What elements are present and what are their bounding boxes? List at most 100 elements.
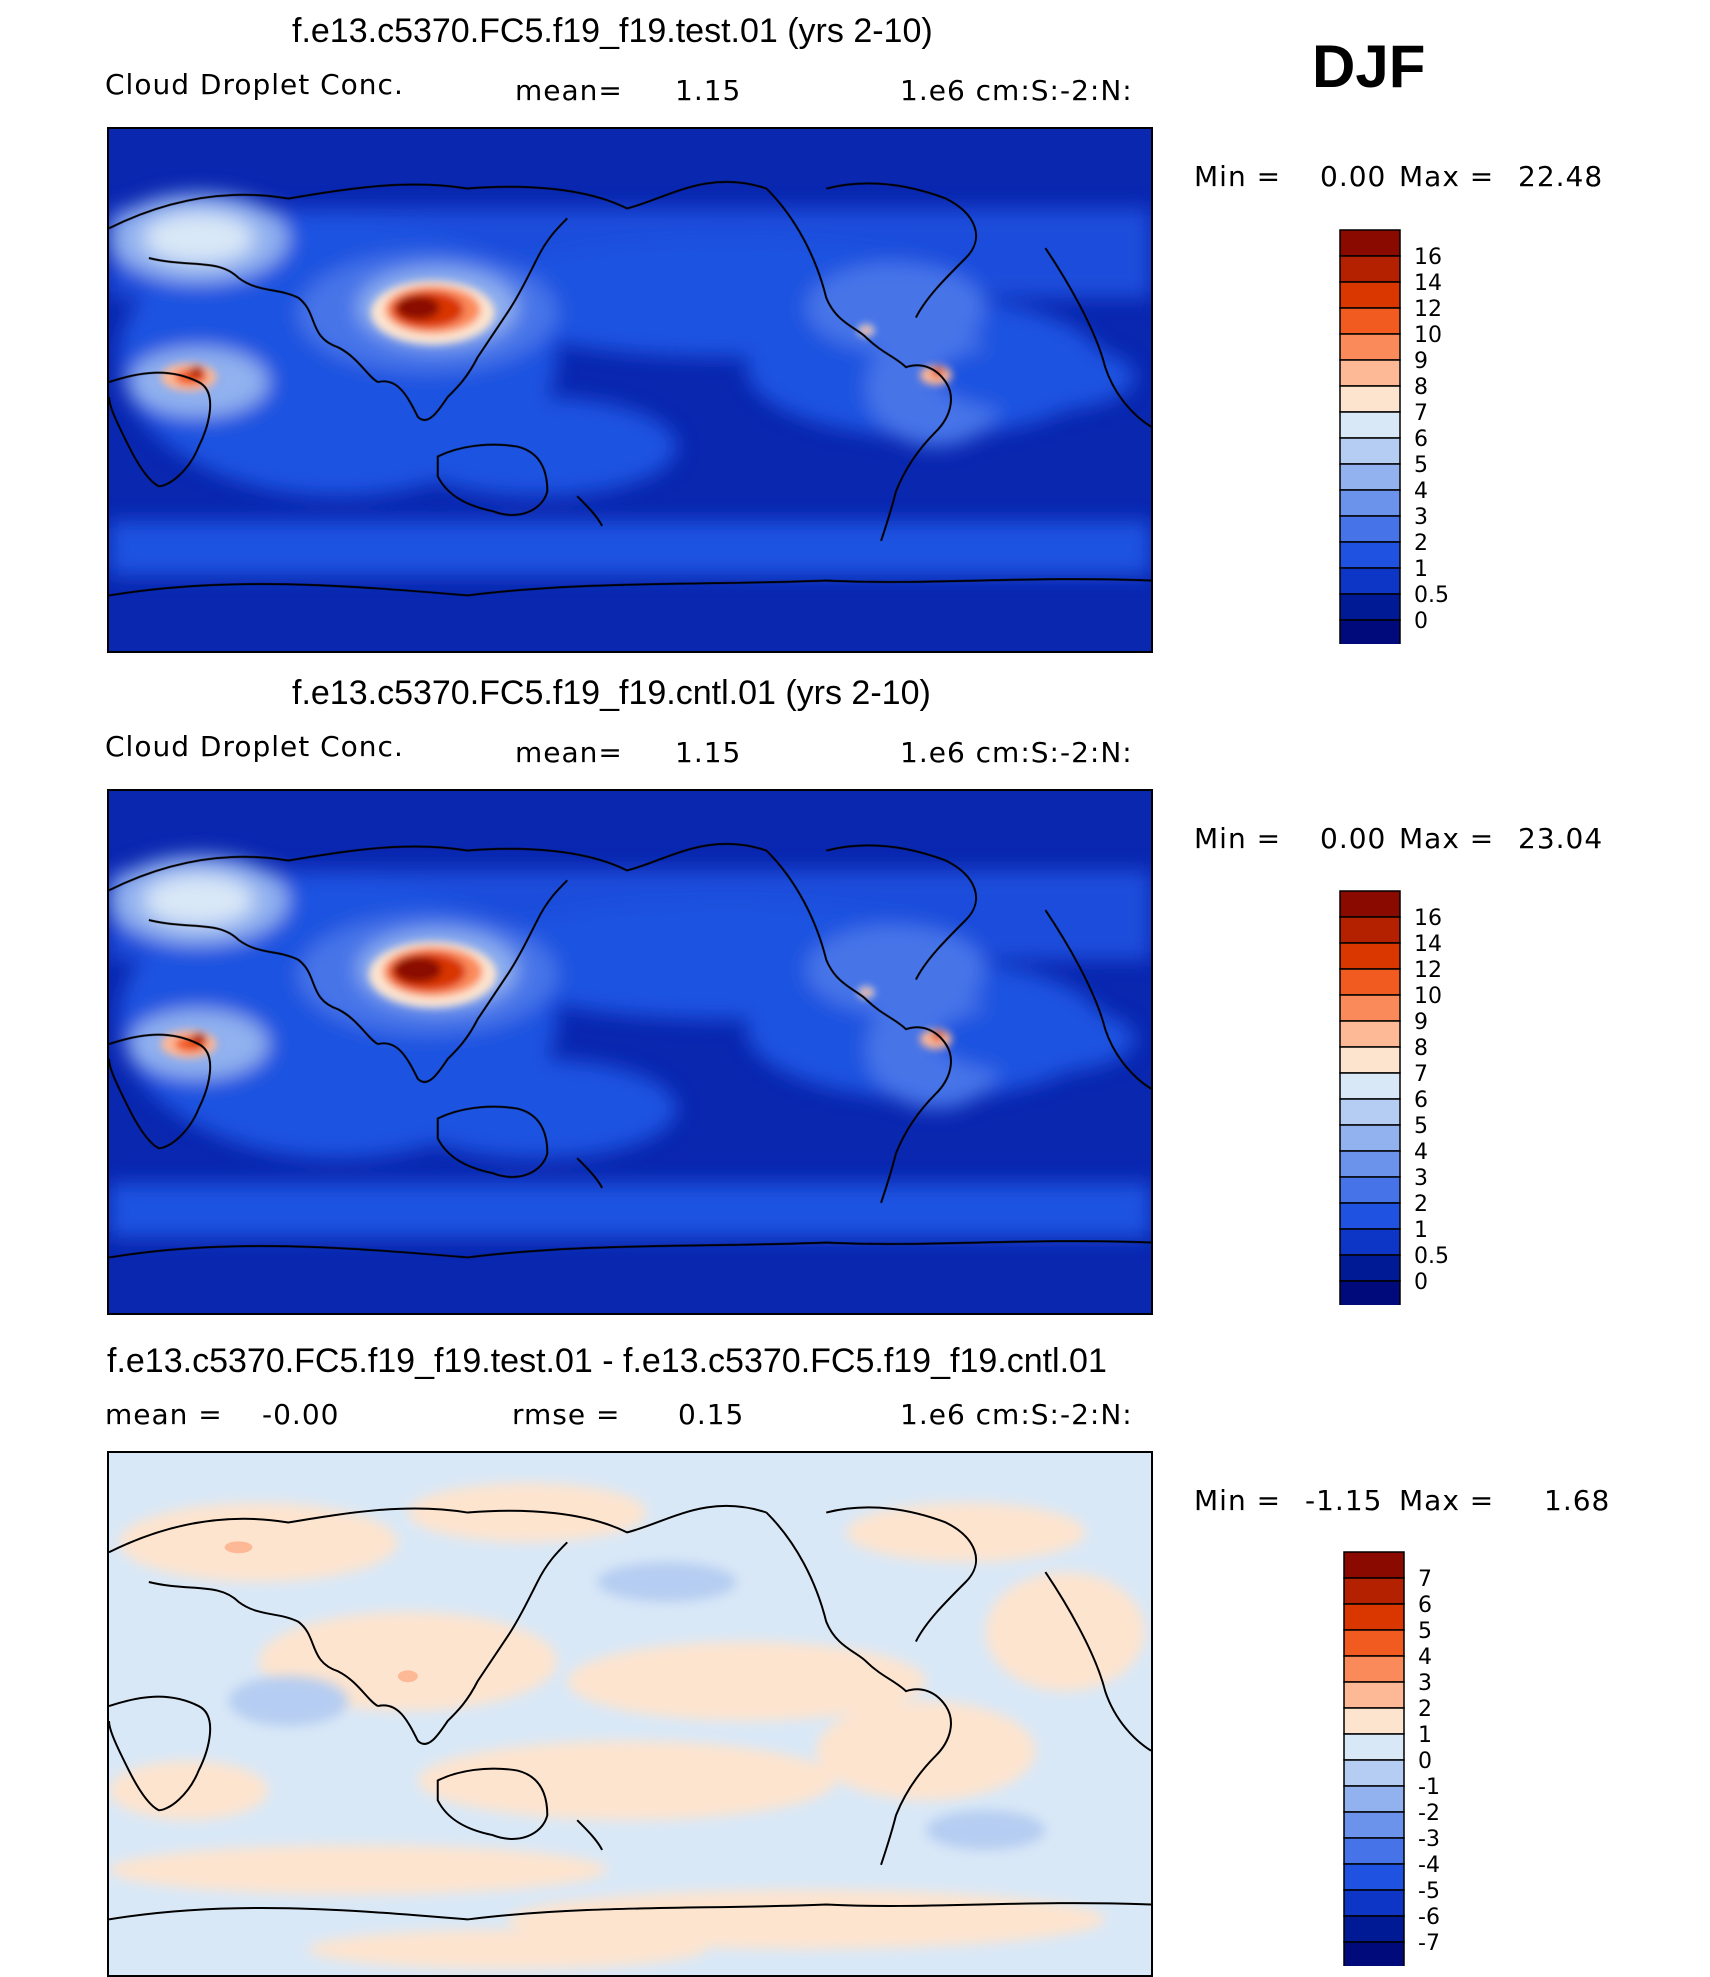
colorbar-box (1339, 968, 1401, 996)
colorbar-box (1339, 281, 1401, 309)
panel-3-map (107, 1451, 1153, 1977)
colorbar-label: 10 (1414, 984, 1442, 1009)
colorbar-label: 5 (1414, 453, 1428, 478)
colorbar-box (1339, 229, 1401, 257)
colorbar-box (1343, 1577, 1405, 1605)
colorbar-box (1339, 437, 1401, 465)
colorbar-box (1343, 1759, 1405, 1787)
panel-2-units: 1.e6 cm:S:-2:N: (900, 736, 1133, 769)
colorbar-box (1339, 567, 1401, 595)
colorbar-label: 7 (1414, 401, 1428, 426)
colorbar-box (1343, 1655, 1405, 1683)
colorbar-box (1339, 1098, 1401, 1126)
colorbar-label: 12 (1414, 958, 1442, 983)
panel-3-rmse-label: rmse = (512, 1398, 621, 1431)
colorbar-label: -7 (1418, 1931, 1440, 1956)
panel-2-colorbar: 16 14 12 10 9 8 7 6 5 4 3 2 1 0.5 0 (1338, 889, 1488, 1305)
colorbar-box (1339, 307, 1401, 335)
panel-1-mean-value: 1.15 (675, 74, 742, 107)
panel-3-min-label: Min = (1194, 1484, 1282, 1517)
colorbar-label: 5 (1414, 1114, 1428, 1139)
panel-2-title: f.e13.c5370.FC5.f19_f19.cntl.01 (yrs 2-1… (292, 674, 931, 712)
panel-1-max-value: 22.48 (1518, 160, 1604, 193)
colorbar-label: 7 (1414, 1062, 1428, 1087)
colorbar-box (1343, 1889, 1405, 1917)
colorbar-box (1339, 1124, 1401, 1152)
colorbar-label: 8 (1414, 375, 1428, 400)
colorbar-label: 0.5 (1414, 583, 1449, 608)
colorbar-label: 1 (1414, 557, 1428, 582)
colorbar-box (1343, 1551, 1405, 1579)
panel-1-variable: Cloud Droplet Conc. (105, 68, 404, 101)
colorbar-label: 6 (1414, 427, 1428, 452)
colorbar-box (1339, 619, 1401, 644)
colorbar-label: 12 (1414, 297, 1442, 322)
colorbar-label: -6 (1418, 1905, 1440, 1930)
colorbar-box (1339, 489, 1401, 517)
colorbar-box (1343, 1915, 1405, 1943)
panel-1-units: 1.e6 cm:S:-2:N: (900, 74, 1133, 107)
colorbar-label: 0.5 (1414, 1244, 1449, 1269)
panel-3-min-value: -1.15 (1305, 1484, 1383, 1517)
colorbar-box (1339, 1280, 1401, 1305)
colorbar-label: 14 (1414, 932, 1442, 957)
colorbar-label: 9 (1414, 349, 1428, 374)
colorbar-label: 1 (1414, 1218, 1428, 1243)
panel-2-max-label: Max = (1399, 822, 1495, 855)
colorbar-label: 0 (1414, 609, 1428, 634)
panel-2-min-value: 0.00 (1320, 822, 1387, 855)
colorbar-label: -1 (1418, 1775, 1440, 1800)
colorbar-box (1339, 411, 1401, 439)
colorbar-label: 10 (1414, 323, 1442, 348)
colorbar-label: 4 (1414, 1140, 1428, 1165)
colorbar-box (1339, 255, 1401, 283)
colorbar-box (1339, 359, 1401, 387)
colorbar-box (1343, 1863, 1405, 1891)
panel-1-min-label: Min = (1194, 160, 1282, 193)
colorbar-label: 2 (1414, 1192, 1428, 1217)
panel-2-map (107, 789, 1153, 1315)
colorbar-label: 16 (1414, 245, 1442, 270)
colorbar-label: -4 (1418, 1853, 1440, 1878)
panel-3-colorbar: 7 6 5 4 3 2 1 0 -1 -2 -3 -4 -5 -6 -7 (1342, 1550, 1492, 1966)
panel-2-min-label: Min = (1194, 822, 1282, 855)
panel-3-units: 1.e6 cm:S:-2:N: (900, 1398, 1133, 1431)
colorbar-box (1339, 890, 1401, 918)
colorbar-label: -5 (1418, 1879, 1440, 1904)
colorbar-box (1339, 1228, 1401, 1256)
colorbar-box (1343, 1941, 1405, 1966)
colorbar-label: 2 (1414, 531, 1428, 556)
colorbar-label: 2 (1418, 1697, 1432, 1722)
colorbar-box (1343, 1681, 1405, 1709)
colorbar-box (1339, 1072, 1401, 1100)
colorbar-box (1339, 1020, 1401, 1048)
colorbar-box (1343, 1837, 1405, 1865)
colorbar-label: 8 (1414, 1036, 1428, 1061)
panel-3-max-value: 1.68 (1544, 1484, 1611, 1517)
colorbar-label: 5 (1418, 1619, 1432, 1644)
panel-1-max-label: Max = (1399, 160, 1495, 193)
colorbar-label: 9 (1414, 1010, 1428, 1035)
panel-3-title: f.e13.c5370.FC5.f19_f19.test.01 - f.e13.… (107, 1342, 1107, 1380)
colorbar-box (1343, 1603, 1405, 1631)
colorbar-box (1339, 916, 1401, 944)
colorbar-label: 0 (1418, 1749, 1432, 1774)
colorbar-label: 6 (1414, 1088, 1428, 1113)
colorbar-box (1339, 1150, 1401, 1178)
colorbar-box (1339, 385, 1401, 413)
colorbar-box (1339, 1176, 1401, 1204)
colorbar-box (1339, 994, 1401, 1022)
colorbar-box (1343, 1811, 1405, 1839)
colorbar-label: 6 (1418, 1593, 1432, 1618)
colorbar-label: 3 (1418, 1671, 1432, 1696)
colorbar-label: 7 (1418, 1567, 1432, 1592)
colorbar-box (1339, 515, 1401, 543)
colorbar-box (1343, 1733, 1405, 1761)
panel-1-map (107, 127, 1153, 653)
colorbar-box (1339, 1046, 1401, 1074)
colorbar-box (1339, 333, 1401, 361)
colorbar-label: 3 (1414, 1166, 1428, 1191)
